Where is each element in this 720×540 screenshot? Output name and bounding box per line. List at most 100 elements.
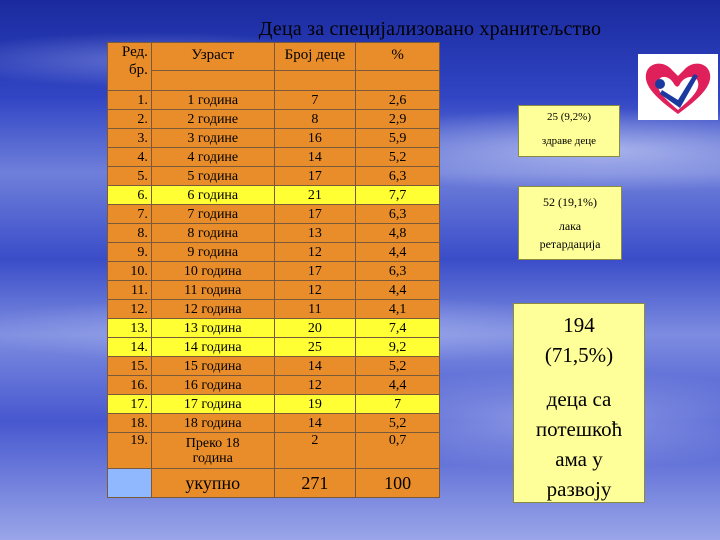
table-row: 11. 11 година 12 4,4 — [107, 280, 440, 300]
row-num: 5. — [107, 166, 152, 186]
row-num: 11. — [107, 280, 152, 300]
row-count: 12 — [273, 375, 357, 395]
row-percent: 0,7 — [355, 432, 440, 469]
row-num: 4. — [107, 147, 152, 167]
row-num: 3. — [107, 128, 152, 148]
row-age: 14 година — [150, 337, 275, 357]
age-table-container: Ред. бр. Узраст Број деце % 1. 1 година 7 2… — [107, 42, 440, 499]
row-age: 3 године — [150, 128, 275, 148]
row-count: 11 — [273, 299, 357, 319]
row-num: 12. — [107, 299, 152, 319]
row-count: 2 — [273, 432, 357, 469]
page-title: Деца за специјализовано хранитељство — [258, 18, 602, 40]
row-num: 9. — [107, 242, 152, 262]
total-blank — [107, 468, 152, 498]
mild-retardation-label-line1: лака — [558, 219, 582, 233]
row-count: 19 — [273, 394, 357, 414]
heart-figure-logo-icon — [638, 54, 718, 120]
row-count: 25 — [273, 337, 357, 357]
table-row: 8. 8 година 13 4,8 — [107, 223, 440, 243]
header-num-line2: бр. — [129, 62, 148, 78]
table-row: 14. 14 година 25 9,2 — [107, 337, 440, 357]
row-count: 20 — [273, 318, 357, 338]
table-row: 9. 9 година 12 4,4 — [107, 242, 440, 262]
mild-retardation-box: 52 (19,1%) лака ретардација — [518, 186, 622, 260]
table-row: 3. 3 године 16 5,9 — [107, 128, 440, 148]
total-percent: 100 — [355, 468, 440, 498]
header-num-line1: Ред. — [121, 44, 148, 60]
header-percent: % — [355, 42, 440, 71]
row-count: 8 — [273, 109, 357, 129]
row-percent: 7,7 — [355, 185, 440, 205]
row-percent: 4,1 — [355, 299, 440, 319]
row-age: Преко 18 година — [150, 432, 275, 469]
row-age: 18 година — [150, 413, 275, 433]
row-count: 7 — [273, 90, 357, 110]
row-percent: 7 — [355, 394, 440, 414]
row-count: 12 — [273, 242, 357, 262]
row-age: 1 година — [150, 90, 275, 110]
table-header-row: Ред. бр. Узраст Број деце % — [107, 42, 440, 91]
header-count: Број деце — [273, 42, 357, 71]
row-percent: 4,4 — [355, 242, 440, 262]
row-count: 14 — [273, 147, 357, 167]
healthy-children-value: 25 (9,2%) — [547, 111, 591, 123]
row-num: 2. — [107, 109, 152, 129]
mild-retardation-label-line2: ретардација — [539, 237, 601, 251]
row-age: 2 године — [150, 109, 275, 129]
table-row: 4. 4 године 14 5,2 — [107, 147, 440, 167]
row-percent: 9,2 — [355, 337, 440, 357]
row-age: 5 година — [150, 166, 275, 186]
row-count: 12 — [273, 280, 357, 300]
row-num: 13. — [107, 318, 152, 338]
row-age-line2: година — [192, 450, 233, 466]
row-percent: 2,9 — [355, 109, 440, 129]
developmental-difficulties-box: 194 (71,5%) деца са потешкоћ ама у разво… — [513, 303, 645, 503]
row-percent: 5,2 — [355, 147, 440, 167]
row-age: 12 година — [150, 299, 275, 319]
table-row: 16. 16 година 12 4,4 — [107, 375, 440, 395]
total-label: укупно — [150, 468, 275, 498]
row-age: 9 година — [150, 242, 275, 262]
row-num: 18. — [107, 413, 152, 433]
row-percent: 5,9 — [355, 128, 440, 148]
row-percent: 6,3 — [355, 261, 440, 281]
row-num: 14. — [107, 337, 152, 357]
healthy-children-box: 25 (9,2%) здраве деце — [518, 105, 620, 157]
row-age: 7 година — [150, 204, 275, 224]
row-percent: 4,4 — [355, 280, 440, 300]
row-age: 17 година — [150, 394, 275, 414]
mild-retardation-value: 52 (19,1%) — [543, 195, 597, 209]
row-percent: 6,3 — [355, 204, 440, 224]
row-percent: 5,2 — [355, 413, 440, 433]
row-count: 17 — [273, 204, 357, 224]
total-count: 271 — [273, 468, 357, 498]
row-age: 6 година — [150, 185, 275, 205]
row-count: 14 — [273, 413, 357, 433]
table-row: 5. 5 година 17 6,3 — [107, 166, 440, 186]
row-count: 14 — [273, 356, 357, 376]
row-percent: 4,8 — [355, 223, 440, 243]
table-row: 7. 7 година 17 6,3 — [107, 204, 440, 224]
healthy-children-label: здраве деце — [541, 135, 597, 147]
row-count: 17 — [273, 261, 357, 281]
header-age: Узраст — [150, 42, 275, 71]
row-age: 16 година — [150, 375, 275, 395]
header-num: Ред. бр. — [107, 42, 152, 91]
row-age: 13 година — [150, 318, 275, 338]
row-percent: 4,4 — [355, 375, 440, 395]
row-age: 4 године — [150, 147, 275, 167]
table-total-row: укупно 271 100 — [107, 468, 440, 498]
table-row: 18. 18 година 14 5,2 — [107, 413, 440, 433]
row-count: 16 — [273, 128, 357, 148]
table-row: 13. 13 година 20 7,4 — [107, 318, 440, 338]
difficulties-value: 194 — [563, 313, 595, 337]
table-row: 1. 1 година 7 2,6 — [107, 90, 440, 110]
row-age: 8 година — [150, 223, 275, 243]
row-count: 17 — [273, 166, 357, 186]
age-table: Ред. бр. Узраст Број деце % 1. 1 година 7 2… — [107, 42, 440, 498]
table-row: 15. 15 година 14 5,2 — [107, 356, 440, 376]
row-percent: 5,2 — [355, 356, 440, 376]
row-num: 6. — [107, 185, 152, 205]
row-percent: 2,6 — [355, 90, 440, 110]
